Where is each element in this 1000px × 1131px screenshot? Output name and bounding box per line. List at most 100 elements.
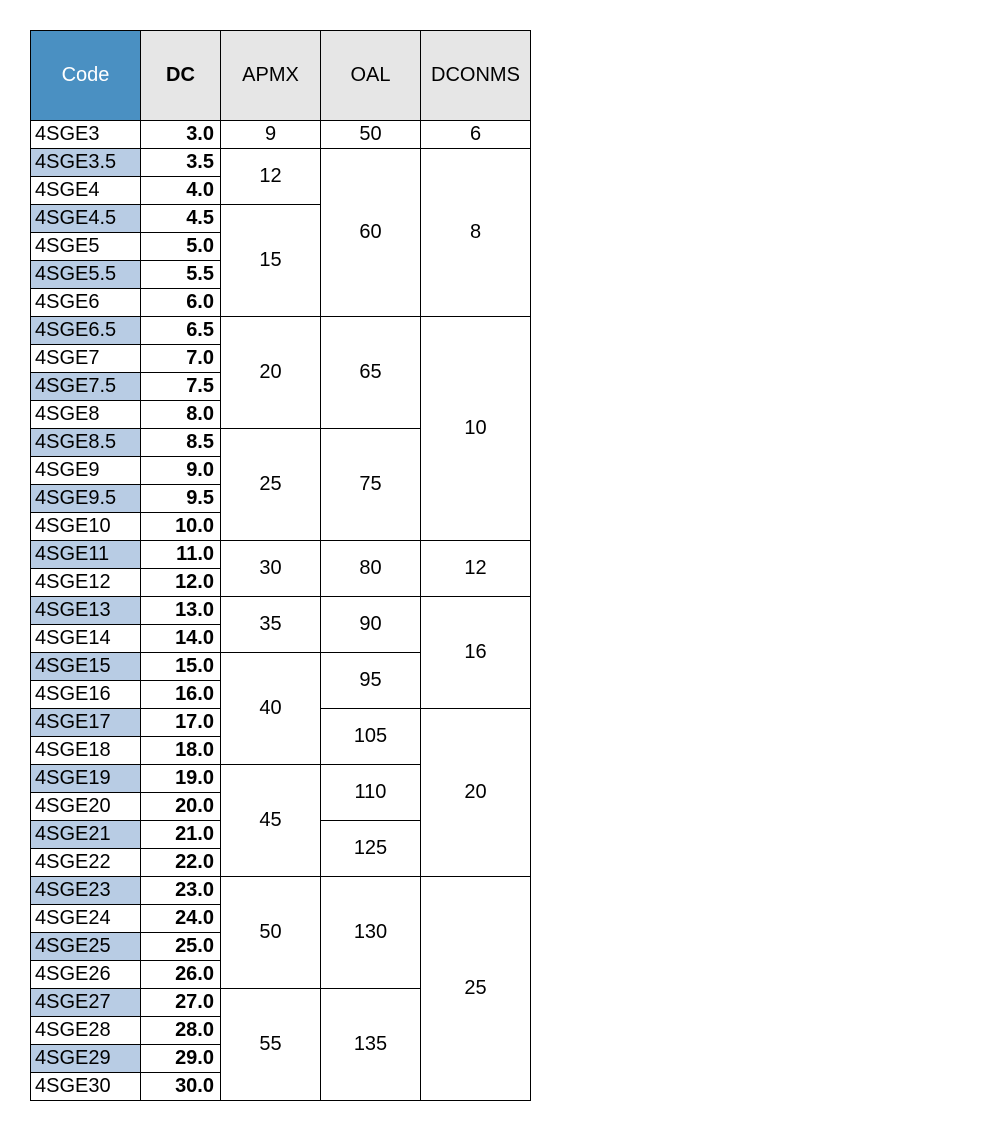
code-cell: 4SGE14	[31, 625, 141, 653]
header-apmx: APMX	[221, 31, 321, 121]
code-cell: 4SGE25	[31, 933, 141, 961]
code-cell: 4SGE23	[31, 877, 141, 905]
dconms-cell: 6	[421, 121, 531, 149]
dc-cell: 17.0	[141, 709, 221, 737]
dc-cell: 21.0	[141, 821, 221, 849]
code-cell: 4SGE11	[31, 541, 141, 569]
header-oal: OAL	[321, 31, 421, 121]
dconms-cell: 25	[421, 877, 531, 1101]
spec-table: CodeDCAPMXOALDCONMS4SGE33.095064SGE3.53.…	[30, 30, 531, 1101]
code-cell: 4SGE8.5	[31, 429, 141, 457]
dc-cell: 4.0	[141, 177, 221, 205]
header-dconms: DCONMS	[421, 31, 531, 121]
code-cell: 4SGE18	[31, 737, 141, 765]
dc-cell: 3.5	[141, 149, 221, 177]
code-cell: 4SGE28	[31, 1017, 141, 1045]
apmx-cell: 12	[221, 149, 321, 205]
code-cell: 4SGE21	[31, 821, 141, 849]
dc-cell: 3.0	[141, 121, 221, 149]
apmx-cell: 50	[221, 877, 321, 989]
table-row: 4SGE1111.0308012	[31, 541, 531, 569]
code-cell: 4SGE9.5	[31, 485, 141, 513]
table-row: 4SGE3.53.512608	[31, 149, 531, 177]
dc-cell: 13.0	[141, 597, 221, 625]
apmx-cell: 35	[221, 597, 321, 653]
dc-cell: 18.0	[141, 737, 221, 765]
code-cell: 4SGE7.5	[31, 373, 141, 401]
code-cell: 4SGE13	[31, 597, 141, 625]
apmx-cell: 15	[221, 205, 321, 317]
dc-cell: 9.0	[141, 457, 221, 485]
dc-cell: 8.5	[141, 429, 221, 457]
dc-cell: 5.0	[141, 233, 221, 261]
code-cell: 4SGE7	[31, 345, 141, 373]
oal-cell: 75	[321, 429, 421, 541]
code-cell: 4SGE3.5	[31, 149, 141, 177]
code-cell: 4SGE5.5	[31, 261, 141, 289]
code-cell: 4SGE19	[31, 765, 141, 793]
dc-cell: 11.0	[141, 541, 221, 569]
oal-cell: 80	[321, 541, 421, 597]
code-cell: 4SGE9	[31, 457, 141, 485]
table-row: 4SGE33.09506	[31, 121, 531, 149]
oal-cell: 90	[321, 597, 421, 653]
dc-cell: 22.0	[141, 849, 221, 877]
dc-cell: 27.0	[141, 989, 221, 1017]
code-cell: 4SGE5	[31, 233, 141, 261]
code-cell: 4SGE16	[31, 681, 141, 709]
dc-cell: 14.0	[141, 625, 221, 653]
dc-cell: 28.0	[141, 1017, 221, 1045]
dc-cell: 30.0	[141, 1073, 221, 1101]
oal-cell: 110	[321, 765, 421, 821]
code-cell: 4SGE4	[31, 177, 141, 205]
oal-cell: 130	[321, 877, 421, 989]
dc-cell: 20.0	[141, 793, 221, 821]
dc-cell: 29.0	[141, 1045, 221, 1073]
oal-cell: 65	[321, 317, 421, 429]
apmx-cell: 40	[221, 653, 321, 765]
dc-cell: 6.0	[141, 289, 221, 317]
code-cell: 4SGE30	[31, 1073, 141, 1101]
dconms-cell: 20	[421, 709, 531, 877]
dc-cell: 8.0	[141, 401, 221, 429]
code-cell: 4SGE3	[31, 121, 141, 149]
dc-cell: 10.0	[141, 513, 221, 541]
code-cell: 4SGE6	[31, 289, 141, 317]
code-cell: 4SGE26	[31, 961, 141, 989]
code-cell: 4SGE12	[31, 569, 141, 597]
code-cell: 4SGE24	[31, 905, 141, 933]
table-row: 4SGE2323.05013025	[31, 877, 531, 905]
oal-cell: 50	[321, 121, 421, 149]
code-cell: 4SGE22	[31, 849, 141, 877]
dconms-cell: 16	[421, 597, 531, 709]
apmx-cell: 9	[221, 121, 321, 149]
header-code: Code	[31, 31, 141, 121]
code-cell: 4SGE15	[31, 653, 141, 681]
dc-cell: 12.0	[141, 569, 221, 597]
table-row: 4SGE1313.0359016	[31, 597, 531, 625]
dc-cell: 15.0	[141, 653, 221, 681]
table-row: 4SGE6.56.5206510	[31, 317, 531, 345]
apmx-cell: 30	[221, 541, 321, 597]
dc-cell: 5.5	[141, 261, 221, 289]
code-cell: 4SGE10	[31, 513, 141, 541]
dc-cell: 25.0	[141, 933, 221, 961]
dconms-cell: 10	[421, 317, 531, 541]
oal-cell: 105	[321, 709, 421, 765]
dc-cell: 7.5	[141, 373, 221, 401]
apmx-cell: 55	[221, 989, 321, 1101]
code-cell: 4SGE8	[31, 401, 141, 429]
dconms-cell: 8	[421, 149, 531, 317]
code-cell: 4SGE27	[31, 989, 141, 1017]
dconms-cell: 12	[421, 541, 531, 597]
dc-cell: 4.5	[141, 205, 221, 233]
dc-cell: 26.0	[141, 961, 221, 989]
code-cell: 4SGE17	[31, 709, 141, 737]
oal-cell: 60	[321, 149, 421, 317]
apmx-cell: 45	[221, 765, 321, 877]
header-row: CodeDCAPMXOALDCONMS	[31, 31, 531, 121]
oal-cell: 95	[321, 653, 421, 709]
apmx-cell: 25	[221, 429, 321, 541]
dc-cell: 6.5	[141, 317, 221, 345]
dc-cell: 19.0	[141, 765, 221, 793]
